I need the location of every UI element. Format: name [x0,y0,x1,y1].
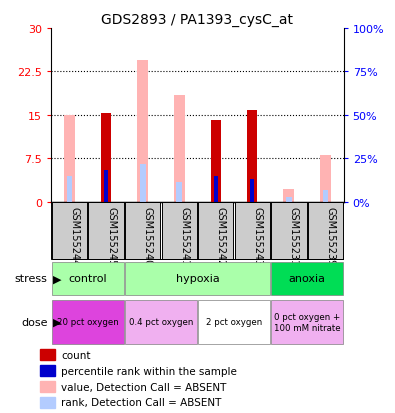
Bar [235,203,270,260]
Title: GDS2893 / PA1393_cysC_at: GDS2893 / PA1393_cysC_at [102,12,293,26]
Bar [125,203,160,260]
Text: GSM155231: GSM155231 [289,207,299,266]
Bar [64,116,75,202]
Bar [137,61,148,202]
Text: control: control [69,274,107,284]
Bar [40,349,55,360]
Bar [286,198,292,202]
Text: value, Detection Call = ABSENT: value, Detection Call = ABSENT [61,382,227,392]
Text: 2 pct oxygen: 2 pct oxygen [206,318,262,327]
Bar [40,366,55,376]
Bar [320,156,331,202]
Bar [88,203,124,260]
Bar [104,171,108,202]
Text: ▶: ▶ [53,317,62,327]
Bar [174,95,184,202]
Text: GSM155243: GSM155243 [252,207,262,266]
Text: 0.4 pct oxygen: 0.4 pct oxygen [129,318,193,327]
Bar [101,114,111,202]
Text: dose: dose [21,317,47,327]
Bar [211,120,221,202]
Text: GSM155245: GSM155245 [106,207,116,266]
Text: anoxia: anoxia [289,274,325,284]
Bar [125,262,270,296]
Bar [52,262,124,296]
Text: 20 pct oxygen: 20 pct oxygen [57,318,119,327]
Bar [67,176,72,202]
Text: count: count [61,350,91,360]
Text: GSM155244: GSM155244 [70,207,80,266]
Text: GSM155240: GSM155240 [143,207,153,266]
Bar [177,182,182,202]
Text: rank, Detection Call = ABSENT: rank, Detection Call = ABSENT [61,397,222,407]
Bar [271,300,343,344]
Bar [323,191,328,202]
Bar [250,179,254,202]
Bar [308,203,343,260]
Text: percentile rank within the sample: percentile rank within the sample [61,366,237,376]
Bar [247,110,258,202]
Text: hypoxia: hypoxia [176,274,219,284]
Bar [52,203,87,260]
Bar [40,381,55,392]
Bar [162,203,197,260]
Bar [214,176,218,202]
Bar [284,190,294,202]
Text: ▶: ▶ [53,274,62,284]
Bar [271,203,307,260]
Text: GSM155239: GSM155239 [325,207,335,266]
Bar [40,397,55,408]
Text: GSM155242: GSM155242 [216,207,226,266]
Text: stress: stress [15,274,47,284]
Bar [125,300,197,344]
Bar [140,165,145,202]
Bar [198,203,233,260]
Bar [52,300,124,344]
Bar [198,300,270,344]
Bar [271,262,343,296]
Bar [51,203,344,260]
Text: 0 pct oxygen +
100 mM nitrate: 0 pct oxygen + 100 mM nitrate [274,313,340,332]
Text: GSM155241: GSM155241 [179,207,189,266]
